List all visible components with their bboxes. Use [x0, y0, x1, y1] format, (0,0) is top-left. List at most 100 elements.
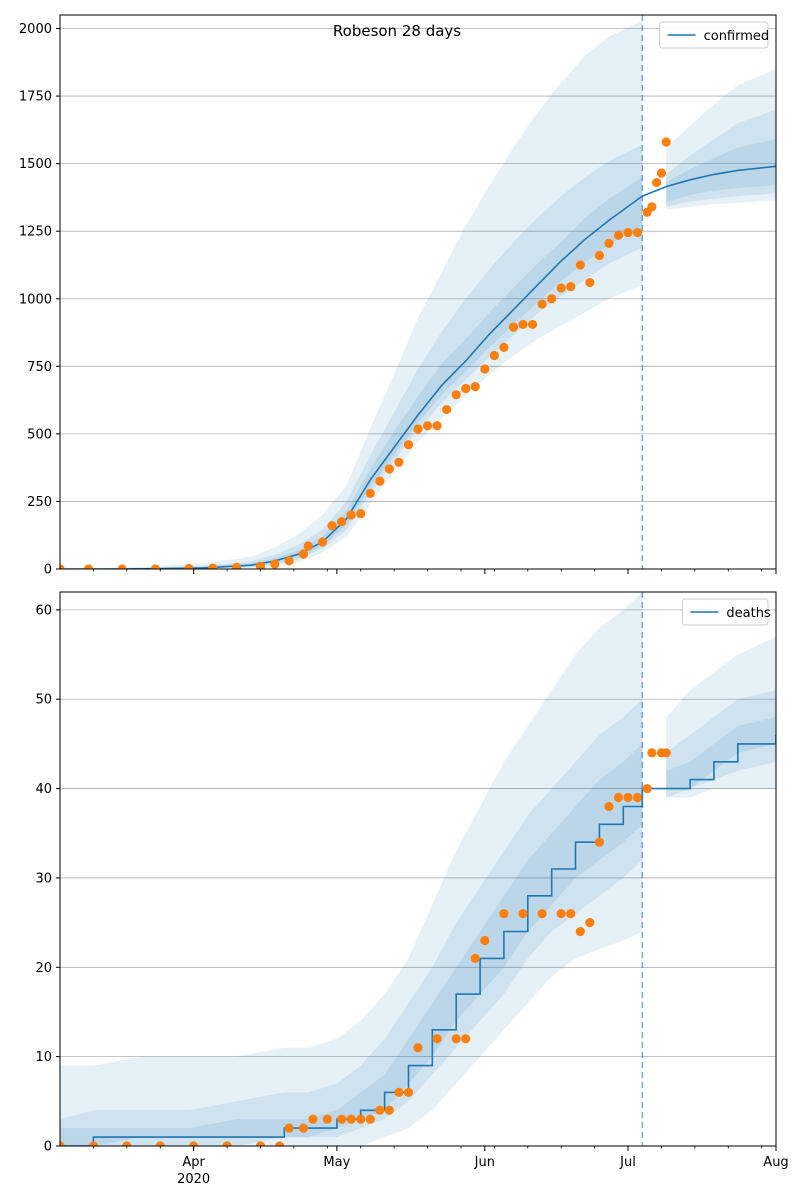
observed-point [652, 177, 662, 188]
y-tick-label: 1500 [19, 157, 52, 172]
observed-point [270, 559, 280, 569]
observed-point [356, 508, 366, 519]
y-tick-label: 1000 [19, 292, 52, 307]
uncertainty-band [60, 592, 643, 1146]
observed-point [222, 1141, 232, 1146]
observed-point [394, 1087, 404, 1097]
observed-point [189, 1141, 199, 1146]
observed-point [298, 549, 309, 559]
axes-frame [59, 14, 777, 570]
observed-point [442, 404, 452, 415]
observed-point [432, 1034, 442, 1044]
observed-point [656, 168, 667, 178]
observed-point [208, 563, 218, 569]
observed-point [422, 421, 433, 431]
panel-1: 0 10 20 30 40 50 60 Apr May Jun Jul Aug 2020 deaths [35, 591, 789, 1187]
y-tick-label: 20 [35, 961, 52, 976]
observed-point [661, 137, 671, 147]
observed-point [594, 250, 604, 261]
x-year-label: 2020 [177, 1172, 210, 1187]
x-tick-label: Jun [474, 1155, 495, 1170]
y-tick-label: 10 [35, 1050, 52, 1065]
legend-label: deaths [726, 606, 771, 621]
observed-point [585, 277, 595, 288]
figure-title: Robeson 28 days [333, 22, 461, 40]
uncertainty-band [666, 690, 776, 798]
observed-point [480, 364, 490, 374]
observed-point [255, 561, 266, 569]
observed-point [489, 350, 499, 361]
observed-point [274, 1141, 285, 1146]
observed-point [375, 476, 385, 486]
y-tick-label: 500 [27, 427, 52, 442]
observed-point [365, 1114, 375, 1124]
y-tick-label: 40 [35, 782, 52, 797]
observed-point [384, 464, 394, 474]
x-tick-label: Apr [182, 1155, 205, 1170]
observed-point [451, 1034, 461, 1044]
observed-point [337, 517, 347, 527]
observed-point [317, 537, 328, 547]
observed-point [585, 918, 595, 928]
observed-point [604, 238, 614, 248]
y-tick-label: 0 [44, 1140, 52, 1155]
y-tick-label: 1750 [19, 90, 52, 105]
observed-point [632, 227, 643, 238]
y-tick-label: 30 [35, 871, 52, 886]
observed-point [566, 281, 576, 292]
x-tick-label: May [323, 1155, 350, 1170]
observed-point [537, 909, 547, 919]
uncertainty-band [60, 699, 643, 1146]
observed-point [575, 926, 585, 937]
observed-point [432, 421, 442, 431]
observed-point [461, 383, 471, 394]
observed-point [623, 227, 633, 238]
x-tick-label: Aug [763, 1155, 788, 1170]
observed-point [642, 783, 652, 794]
observed-point [375, 1105, 385, 1115]
observed-point [394, 457, 404, 467]
panel-0: 0 250 500 750 1000 1250 1500 1750 2000 confirmed [19, 14, 777, 578]
axes-frame [59, 591, 777, 1147]
observed-point [556, 283, 566, 293]
observed-point [308, 1114, 318, 1124]
observed-point [88, 1141, 99, 1146]
y-tick-label: 2000 [19, 22, 52, 37]
observed-point [84, 564, 94, 569]
uncertainty-band [60, 20, 643, 569]
observed-point [594, 837, 604, 847]
observed-point [356, 1114, 366, 1124]
model-line [60, 735, 776, 1146]
observed-point [537, 299, 547, 309]
observed-point [613, 792, 624, 803]
observed-point [284, 556, 294, 566]
y-tick-label: 250 [27, 495, 52, 510]
observed-point [403, 440, 414, 450]
observed-point [547, 294, 557, 304]
observed-point [150, 564, 161, 569]
uncertainty-band [666, 717, 776, 789]
observed-point [337, 1114, 347, 1124]
y-tick-label: 50 [35, 693, 52, 708]
observed-point [661, 748, 671, 758]
observed-point [60, 1141, 65, 1146]
y-tick-label: 0 [44, 563, 52, 578]
y-tick-label: 750 [27, 360, 52, 375]
observed-point [284, 1123, 294, 1133]
observed-point [613, 230, 624, 240]
observed-point [518, 909, 528, 919]
observed-point [346, 1114, 356, 1124]
observed-point [303, 541, 313, 551]
uncertainty-band [666, 69, 776, 210]
observed-point [623, 792, 633, 803]
observed-point [647, 748, 657, 758]
model-line [60, 165, 776, 569]
observed-point [575, 260, 585, 270]
observed-point [365, 488, 375, 498]
observed-point [60, 564, 65, 569]
observed-point [255, 1141, 266, 1146]
observed-point [122, 1141, 132, 1146]
observed-point [403, 1087, 414, 1097]
